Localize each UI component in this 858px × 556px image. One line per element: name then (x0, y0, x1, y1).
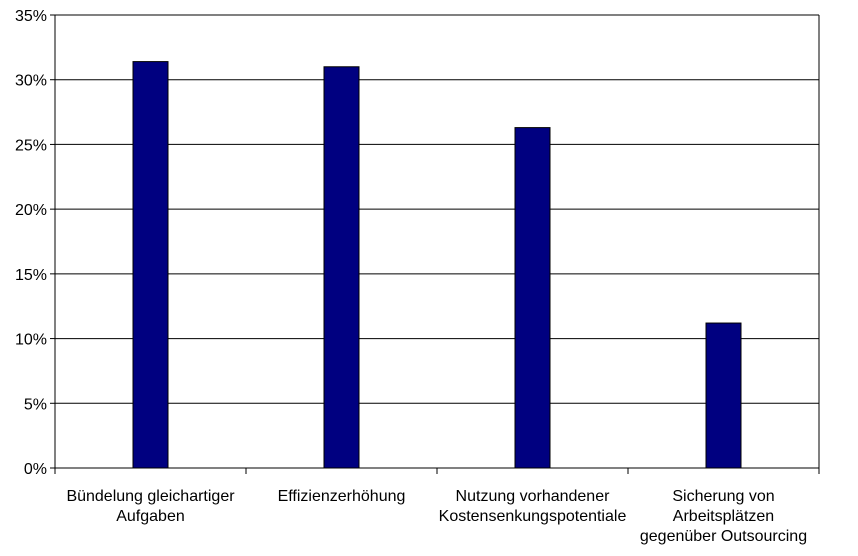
y-tick-label: 15% (15, 267, 47, 284)
grid-lines (55, 14, 819, 404)
y-tick-label: 5% (24, 396, 47, 413)
x-category-label-line: Aufgaben (116, 508, 185, 525)
x-category-label: Sicherung von Arbeitsplätzen gegenüber Out… (640, 488, 807, 545)
x-category-label: Bündelung gleichartiger Aufgaben (66, 488, 235, 525)
y-tick-labels: 0% 5% 10% 15% 20% 25% 30% 35% (15, 8, 47, 478)
y-tick-label: 0% (24, 461, 47, 478)
x-category-label: Effizienzerhöhung (278, 488, 406, 505)
x-category-label-line: Kostensenkungspotentiale (439, 508, 627, 525)
x-category-label-line: Sicherung von (672, 488, 774, 505)
bars (132, 61, 742, 469)
x-category-label-line: Nutzung vorhandener (456, 488, 611, 505)
y-tick-label: 30% (15, 73, 47, 90)
bar (323, 66, 360, 469)
x-category-label-line: gegenüber Outsourcing (640, 528, 807, 545)
y-tick-label: 20% (15, 202, 47, 219)
x-category-label-line: Effizienzerhöhung (278, 488, 406, 505)
bar (132, 61, 169, 469)
axes (50, 14, 820, 474)
x-category-label: Nutzung vorhandener Kostensenkungspotenti… (439, 488, 627, 525)
y-tick-label: 25% (15, 137, 47, 154)
bar (705, 322, 742, 469)
bar (514, 127, 551, 469)
y-tick-label: 35% (15, 8, 47, 25)
x-category-label-line: Arbeitsplätzen (673, 508, 774, 525)
x-category-label-line: Bündelung gleichartiger (66, 488, 235, 505)
x-category-labels: Bündelung gleichartiger Aufgaben Effizienz… (66, 488, 807, 545)
y-tick-label: 10% (15, 332, 47, 349)
